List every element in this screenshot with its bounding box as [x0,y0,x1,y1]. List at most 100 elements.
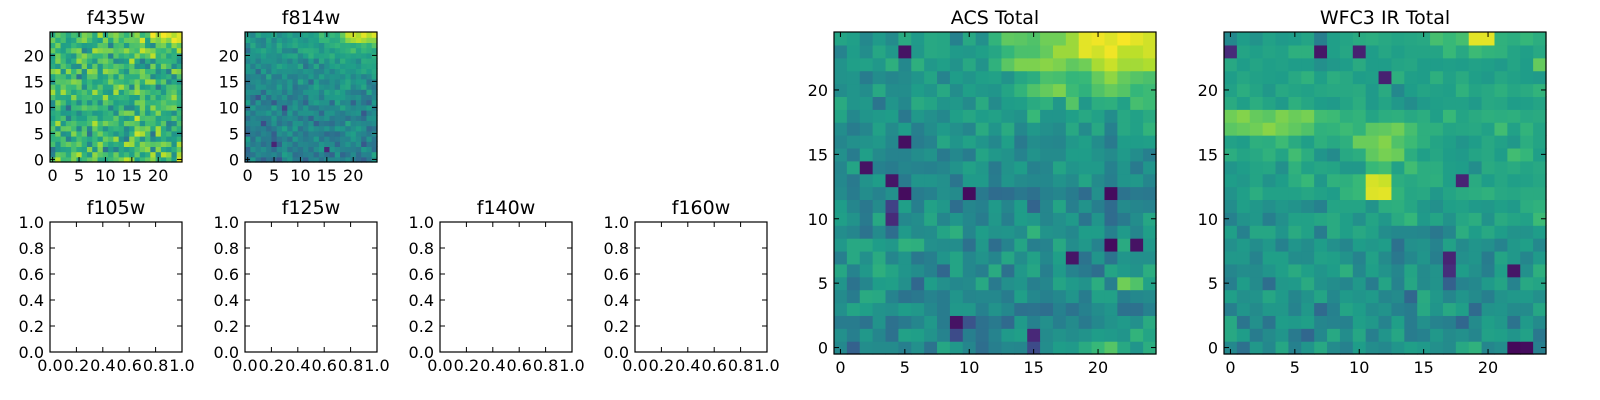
heatmap-cell [81,125,88,132]
heatmap-cell [129,58,136,64]
heatmap-cell [1468,238,1483,252]
heatmap-cell [329,73,336,80]
heatmap-cell [1001,57,1015,72]
heatmap-cell [303,32,309,38]
heatmap-cell [276,89,283,95]
heatmap-cell [1040,238,1054,252]
heatmap-cell [1339,32,1354,46]
heatmap-cell [1104,250,1118,265]
heatmap-cell [1430,96,1444,110]
heatmap-cell [371,58,378,64]
heatmap-cell [1327,341,1341,355]
heatmap-cell [129,125,136,132]
heatmap-cell [1288,276,1302,291]
heatmap-cell [1078,276,1093,291]
heatmap-cell [160,151,167,158]
heatmap-cell [308,68,315,75]
heatmap-cell [962,32,977,46]
heatmap-cell [1052,83,1067,97]
heatmap-cell [1249,315,1264,329]
heatmap-cell [76,94,83,101]
heatmap-cell [1352,212,1367,226]
heatmap-cell [1001,302,1015,316]
heatmap-cell [92,125,99,132]
heatmap-cell [911,341,925,355]
heatmap-cell [118,115,125,121]
heatmap-cell [108,47,114,54]
heatmap-cell [1078,263,1093,278]
heatmap-cell [134,73,141,80]
heatmap-cell [155,42,162,49]
heatmap-cell [171,104,178,111]
heatmap-cell [155,84,162,90]
heatmap-cell [1455,238,1470,252]
heatmap-cell [55,73,62,80]
heatmap-cell [361,42,368,49]
heatmap-cell [1352,315,1367,329]
heatmap-cell [1520,238,1534,252]
heatmap-cell [371,37,378,43]
heatmap-cell [1143,70,1157,85]
heatmap-cell [975,328,990,342]
heatmap-cell [334,146,341,153]
heatmap-cell [287,115,294,121]
heatmap-cell [345,151,352,158]
heatmap-cell [361,52,368,59]
heatmap-cell [81,32,88,38]
heatmap-cell [1275,70,1289,85]
heatmap-cell [872,173,887,188]
heatmap-cell [937,122,951,136]
heatmap-cell [287,104,294,111]
heatmap-cell [834,57,848,72]
heatmap-cell [962,173,977,188]
heatmap-cell [1275,199,1289,213]
heatmap-cell [1224,32,1238,46]
heatmap-cell [885,122,899,136]
heatmap-cell [1001,238,1015,252]
heatmap-cell [260,78,267,85]
heatmap-cell [55,130,62,137]
heatmap-cell [1339,44,1354,59]
heatmap-cell [1442,250,1457,265]
heatmap-cell [1301,289,1315,304]
heatmap-cell [245,141,251,147]
heatmap-cell [1130,263,1144,278]
heatmap-cell [859,173,874,188]
heatmap-cell [123,104,130,111]
heatmap-cell [350,63,357,69]
heatmap-cell [1533,328,1547,342]
heatmap-cell [71,63,77,69]
heatmap-cell [1130,173,1144,188]
heatmap-cell [329,151,336,158]
heatmap-cell [834,173,848,188]
heatmap-cell [1224,250,1238,265]
heatmap-cell [1365,212,1380,226]
heatmap-cell [313,136,320,142]
heatmap-cell [60,73,67,80]
heatmap-cell [1327,32,1341,46]
heatmap-cell [113,89,120,95]
heatmap-cell [176,63,183,69]
heatmap-cell [975,263,990,278]
heatmap-cell [1104,341,1118,355]
heatmap-cell [276,52,283,59]
heatmap-cell [123,120,130,127]
heatmap-cell [324,141,331,147]
heatmap-cell [911,276,925,291]
heatmap-cell [334,120,341,127]
heatmap-cell [872,70,887,85]
heatmap-cell [872,263,887,278]
heatmap-cell [324,146,331,153]
heatmap-cell [145,136,151,142]
heatmap-cell [155,68,162,75]
heatmap-cell [86,68,93,75]
heatmap-cell [102,115,109,121]
heatmap-cell [975,250,990,265]
heatmap-cell [65,136,72,142]
heatmap-cell [1236,122,1251,136]
heatmap-cell [962,250,977,265]
heatmap-cell [1520,96,1534,110]
heatmap-cell [1404,83,1418,97]
heatmap-cell [350,84,357,90]
heatmap-cell [1224,160,1238,175]
